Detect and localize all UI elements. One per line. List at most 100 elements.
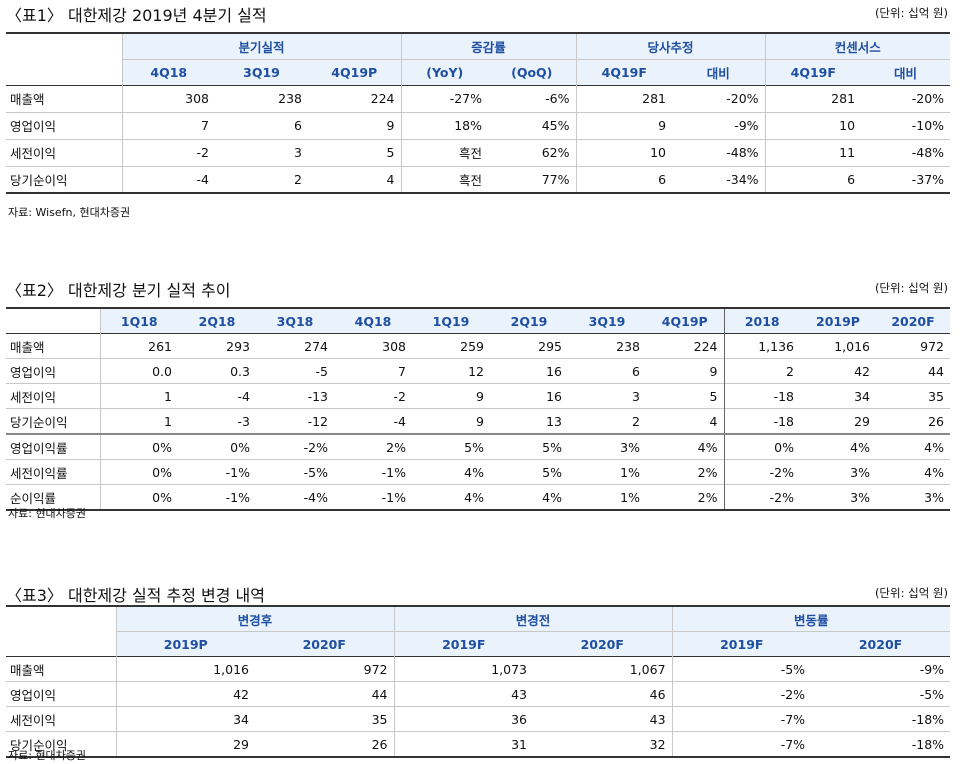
table2-col-header: 2019P xyxy=(800,308,876,334)
table1-group-header: 분기실적 xyxy=(121,33,401,59)
table-cell: -7% xyxy=(671,706,812,732)
table-cell: 1,016 xyxy=(115,656,255,682)
table-cell: 7 xyxy=(398,363,406,379)
table-cell: 274 xyxy=(304,338,328,354)
table-cell: -2% xyxy=(723,459,800,485)
table-cell: 1,136 xyxy=(723,333,800,359)
row-label: 세전이익 xyxy=(10,146,57,161)
table-cell: -2% xyxy=(723,484,800,510)
table-cell: -2 xyxy=(393,388,406,404)
row-label: 매출액 xyxy=(10,662,45,678)
table-cell: -2% xyxy=(671,681,812,707)
table-cell: 972 xyxy=(920,338,944,354)
row-label: 세전이익률 xyxy=(10,465,68,481)
table-cell: 9 xyxy=(386,118,395,133)
table-cell: 4% xyxy=(697,439,718,455)
table1-col-header: 3Q19 xyxy=(215,59,308,85)
table-cell: -5% xyxy=(671,656,812,682)
table-cell: -37% xyxy=(911,171,945,187)
table2-col-header: 1Q19 xyxy=(412,308,490,334)
row-label: 세전이익 xyxy=(10,712,57,728)
table-cell: -48% xyxy=(911,145,945,160)
row-label: 세전이익 xyxy=(10,389,57,405)
table-row: 영업이익 7 6 9 18% 45% 9 -9% 10 -10% xyxy=(6,112,951,139)
table-cell: -1% xyxy=(381,464,406,480)
table-cell: 26 xyxy=(928,413,944,429)
row-label: 당기순이익 xyxy=(10,172,68,188)
table-cell: 62% xyxy=(541,145,570,160)
table-cell: 16 xyxy=(546,363,562,379)
table2-col-header: 2Q19 xyxy=(490,308,568,334)
row-label: 당기순이익 xyxy=(10,737,68,753)
table-cell: 43 xyxy=(393,681,534,707)
table-cell: 44 xyxy=(928,363,944,379)
table2-header: 〈표2〉 대한제강 분기 실적 추이 (단위: 십억 원) xyxy=(0,275,960,300)
table2-col-header: 4Q19P xyxy=(646,308,724,334)
table-cell: 2 xyxy=(632,413,640,429)
table-cell: 6 xyxy=(632,363,640,379)
table-cell: -20% xyxy=(726,91,759,106)
table3-source: 자료: 현대차증권 xyxy=(8,749,87,762)
table2-col-header: 3Q19 xyxy=(568,308,646,334)
table-cell: 224 xyxy=(370,91,395,106)
table1-section: 〈표1〉 대한제강 2019년 4분기 실적 (단위: 십억 원) 분기실적 증… xyxy=(0,0,960,219)
table-cell: 9 xyxy=(575,112,673,139)
table-cell: 281 xyxy=(764,85,862,112)
table3-group-header: 변동률 xyxy=(671,606,951,632)
table-cell: 3% xyxy=(620,439,640,455)
table-cell: -3 xyxy=(237,413,250,429)
table1-group-header: 당사추정 xyxy=(575,33,766,59)
table-cell: -6% xyxy=(545,91,570,106)
table-cell: 5% xyxy=(542,439,562,455)
table-cell: -1% xyxy=(225,464,250,480)
table-row: 당기순이익 -4 2 4 흑전 77% 6 -34% 6 -37% xyxy=(6,166,951,193)
table-row: 세전이익 -2 3 5 흑전 62% 10 -48% 11 -48% xyxy=(6,139,951,166)
table3-col-header: 2019P xyxy=(115,631,255,657)
table-cell: 5 xyxy=(386,145,395,160)
table-cell: -9% xyxy=(919,661,945,677)
table-cell: 308 xyxy=(382,338,406,354)
table1-group-header: 컨센서스 xyxy=(764,33,951,59)
table-row: 영업이익률 0% 0% -2% 2% 5% 5% 3% 4% 0% 4% 4% xyxy=(6,434,950,460)
table-row: 영업이익 0.0 0.3 -5 7 12 16 6 9 2 42 44 xyxy=(6,358,950,384)
table-cell: 281 xyxy=(575,85,673,112)
row-label: 영업이익 xyxy=(10,119,57,134)
table-cell: 6 xyxy=(575,166,673,193)
table3-col-header: 2020F xyxy=(255,631,395,657)
table2-col-header: 2020F xyxy=(876,308,950,334)
table-cell: 29 xyxy=(115,731,255,757)
table-cell: -1% xyxy=(381,489,406,505)
table-cell: 261 xyxy=(99,333,178,359)
table2-corner xyxy=(6,308,100,334)
table-cell: 4 xyxy=(386,171,395,187)
table3: 변경후 변경전 변동률 2019P 2020F 2019F 2020F 2019… xyxy=(6,605,951,758)
row-label: 당기순이익 xyxy=(10,414,68,430)
table3-col-header: 2019F xyxy=(393,631,534,657)
table-cell: 0% xyxy=(230,439,250,455)
table-cell: 4% xyxy=(850,439,870,455)
table-cell: 2 xyxy=(294,171,302,187)
table-cell: 46 xyxy=(649,686,666,702)
table-cell: 10 xyxy=(575,139,673,166)
table-row: 당기순이익 1 -3 -12 -4 9 13 2 4 -18 29 26 xyxy=(6,408,950,434)
table-cell: 18% xyxy=(400,112,488,139)
table-cell: 3% xyxy=(850,464,870,480)
row-label: 매출액 xyxy=(10,339,45,355)
table1-col-header: 4Q19P xyxy=(308,59,401,85)
table-cell: 34 xyxy=(115,706,255,732)
table2-col-header: 2018 xyxy=(723,308,800,334)
table-cell: -2% xyxy=(303,439,328,455)
table-row: 매출액 261 293 274 308 259 295 238 224 1,136 1,016 972 xyxy=(6,333,950,359)
table-cell: 6 xyxy=(294,118,302,133)
table-cell: 238 xyxy=(278,91,302,106)
table-cell: 42 xyxy=(115,681,255,707)
table-cell: -12 xyxy=(307,413,328,429)
table-cell: 0% xyxy=(99,434,178,460)
table-cell: 2% xyxy=(386,439,406,455)
table-cell: -4 xyxy=(121,166,215,193)
table-cell: -4 xyxy=(393,413,406,429)
table-cell: -20% xyxy=(911,91,945,106)
table1-corner xyxy=(6,33,122,85)
table3-unit: (단위: 십억 원) xyxy=(874,586,948,600)
table-cell: -5% xyxy=(303,464,328,480)
